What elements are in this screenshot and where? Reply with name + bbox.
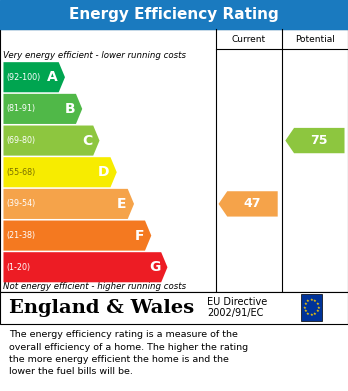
- Text: Very energy efficient - lower running costs: Very energy efficient - lower running co…: [3, 51, 187, 60]
- Text: ★: ★: [306, 312, 310, 316]
- Text: ★: ★: [303, 302, 307, 306]
- Text: D: D: [98, 165, 109, 179]
- Text: 2002/91/EC: 2002/91/EC: [207, 308, 263, 319]
- Text: B: B: [64, 102, 75, 116]
- Text: ★: ★: [317, 306, 321, 310]
- Text: England & Wales: England & Wales: [9, 299, 194, 317]
- Text: ★: ★: [316, 309, 319, 314]
- Text: ★: ★: [302, 306, 306, 310]
- Bar: [0, 0, 348, 29]
- Polygon shape: [3, 157, 117, 187]
- Polygon shape: [3, 221, 151, 251]
- Bar: [301, 294, 322, 321]
- Polygon shape: [3, 94, 82, 124]
- Text: (1-20): (1-20): [6, 263, 30, 272]
- Text: E: E: [117, 197, 127, 211]
- Text: ★: ★: [303, 309, 307, 314]
- Text: (69-80): (69-80): [6, 136, 35, 145]
- Bar: [0, 292, 348, 324]
- Text: (21-38): (21-38): [6, 231, 35, 240]
- Text: (55-68): (55-68): [6, 168, 35, 177]
- Text: ★: ★: [313, 312, 317, 316]
- Text: (81-91): (81-91): [6, 104, 35, 113]
- Text: ★: ★: [306, 299, 310, 303]
- Text: ★: ★: [310, 313, 313, 317]
- Polygon shape: [3, 62, 65, 92]
- Text: ★: ★: [313, 299, 317, 303]
- Text: ★: ★: [316, 302, 319, 306]
- Polygon shape: [3, 126, 100, 156]
- Text: Potential: Potential: [295, 34, 335, 44]
- Polygon shape: [219, 191, 278, 217]
- Text: G: G: [149, 260, 160, 274]
- Bar: [0, 29, 348, 292]
- Text: C: C: [82, 134, 92, 147]
- Polygon shape: [3, 189, 134, 219]
- Polygon shape: [3, 252, 167, 282]
- Text: Current: Current: [232, 34, 266, 44]
- Text: Energy Efficiency Rating: Energy Efficiency Rating: [69, 7, 279, 22]
- Text: Not energy efficient - higher running costs: Not energy efficient - higher running co…: [3, 282, 187, 291]
- Text: A: A: [47, 70, 58, 84]
- Text: The energy efficiency rating is a measure of the
overall efficiency of a home. T: The energy efficiency rating is a measur…: [9, 330, 248, 376]
- Text: 75: 75: [310, 134, 328, 147]
- Text: ★: ★: [310, 298, 313, 302]
- Text: (92-100): (92-100): [6, 73, 40, 82]
- Text: 47: 47: [244, 197, 261, 210]
- Text: (39-54): (39-54): [6, 199, 35, 208]
- Text: F: F: [134, 229, 144, 242]
- Polygon shape: [285, 128, 345, 153]
- Text: EU Directive: EU Directive: [207, 297, 267, 307]
